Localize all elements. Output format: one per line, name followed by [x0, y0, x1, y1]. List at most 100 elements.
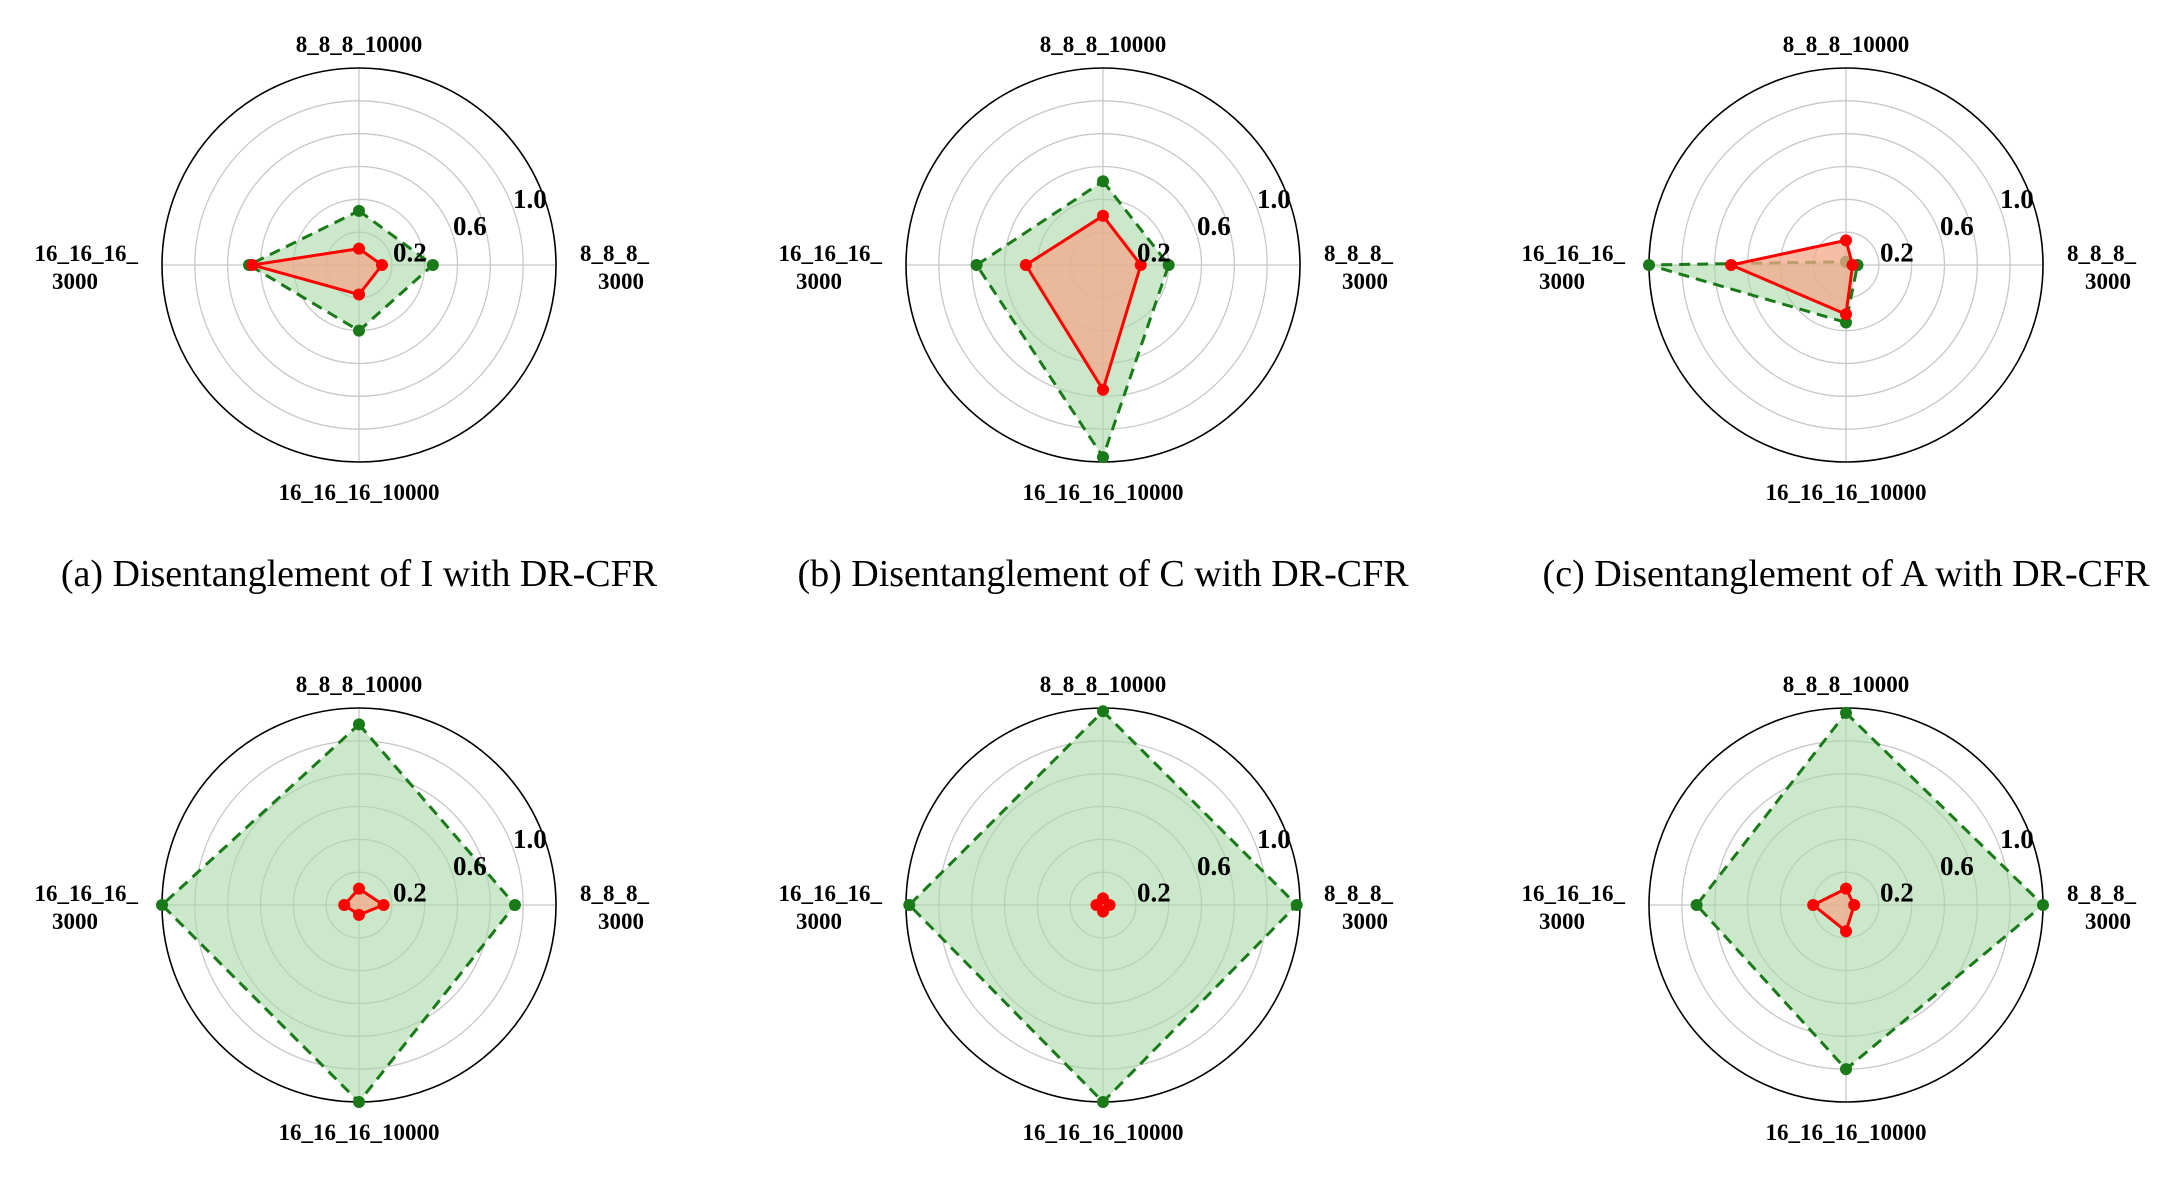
series-2-point: [375, 259, 388, 271]
panel-caption: (c) Disentanglement of A with DR-CFR: [1543, 553, 2151, 595]
r-tick-label: 0.2: [1880, 238, 1914, 268]
series-2-point: [1090, 899, 1103, 911]
axis-label: 16_16_16_ 3000: [35, 241, 139, 294]
axis-label: 16_16_16_ 3000: [779, 881, 883, 934]
r-tick-label: 1.0: [2000, 824, 2034, 854]
axis-label: 8_8_8_ 3000: [1324, 881, 1394, 934]
axis-label: 8_8_8_10000: [1040, 672, 1167, 697]
series-2-point: [1840, 925, 1852, 938]
series-1-point: [353, 1096, 365, 1108]
series-1-point: [1290, 899, 1303, 911]
axis-label: 8_8_8_ 3000: [1324, 241, 1394, 294]
series-1-point: [353, 718, 365, 731]
series-2-point: [1725, 259, 1738, 271]
r-tick-label: 0.2: [1137, 238, 1171, 268]
series-area-1: [1696, 712, 2043, 1070]
series-2-point: [353, 882, 365, 895]
axis-label: 8_8_8_ 3000: [2067, 241, 2137, 294]
series-2-point: [353, 288, 365, 301]
series-2-point: [1840, 882, 1852, 895]
series-1-point: [1690, 899, 1703, 911]
series-2-point: [1134, 259, 1147, 271]
r-tick-label: 1.0: [2000, 184, 2034, 214]
r-tick-label: 0.6: [453, 851, 487, 881]
radar-panel-4: 0.2 0.6 1.0 8_8_8_10000 8_8_8_ 3000 16_16_16_1…: [35, 672, 650, 1145]
series-area-1: [162, 724, 515, 1102]
radar-panel-6: 0.2 0.6 1.0 8_8_8_10000 8_8_8_ 3000 16_16_16_1…: [1522, 672, 2137, 1145]
series-1-point: [156, 899, 168, 911]
series-2-point: [1840, 234, 1852, 247]
series-2-point: [1807, 899, 1820, 911]
axis-label: 16_16_16_ 3000: [1522, 881, 1626, 934]
series-2-point: [1019, 259, 1032, 271]
series-1-point: [903, 899, 916, 911]
series-1-point: [353, 204, 365, 217]
series-1-point: [1097, 451, 1109, 464]
axis-label: 8_8_8_10000: [1040, 32, 1167, 57]
axis-label: 8_8_8_10000: [296, 32, 423, 57]
r-tick-label: 0.6: [1197, 211, 1231, 241]
axis-label: 16_16_16_ 3000: [779, 241, 883, 294]
r-tick-label: 1.0: [1257, 824, 1291, 854]
series-area-2: [1096, 898, 1110, 912]
radar-panel-2: 0.2 0.6 1.0 8_8_8_10000 8_8_8_ 3000 16_16_16_1…: [779, 32, 1410, 595]
axis-label: 16_16_16_10000: [1023, 480, 1184, 505]
r-tick-label: 0.6: [453, 211, 487, 241]
axis-label: 16_16_16_10000: [279, 480, 440, 505]
series-1-point: [2037, 899, 2049, 911]
axis-label: 16_16_16_10000: [279, 1120, 440, 1145]
series-2-point: [377, 899, 390, 911]
r-tick-label: 0.6: [1940, 851, 1974, 881]
axis-label: 16_16_16_ 3000: [1522, 241, 1626, 294]
panel-caption: (b) Disentanglement of C with DR-CFR: [797, 553, 1409, 595]
axis-label: 8_8_8_ 3000: [580, 881, 650, 934]
axis-label: 8_8_8_ 3000: [2067, 881, 2137, 934]
series-2-point: [1097, 209, 1109, 222]
series-1-point: [426, 259, 439, 271]
r-tick-label: 0.2: [1880, 878, 1914, 908]
series-1-point: [1162, 259, 1175, 271]
series-1-point: [1097, 175, 1109, 188]
axis-label: 8_8_8_ 3000: [580, 241, 650, 294]
series-2-point: [353, 242, 365, 255]
r-tick-label: 0.6: [1940, 211, 1974, 241]
radar-panel-1: 0.2 0.6 1.0 8_8_8_10000 8_8_8_ 3000 16_16_16_1…: [35, 32, 658, 595]
radar-panel-3: 0.2 0.6 1.0 8_8_8_10000 8_8_8_ 3000 16_16_16_1…: [1522, 32, 2151, 595]
r-tick-label: 0.2: [393, 238, 427, 268]
series-2-point: [1840, 308, 1852, 321]
series-1-point: [1643, 259, 1655, 271]
axis-label: 16_16_16_10000: [1023, 1120, 1184, 1145]
series-2-point: [246, 259, 259, 271]
r-tick-label: 1.0: [513, 184, 547, 214]
series-1-point: [970, 259, 983, 271]
series-1-point: [1840, 706, 1852, 719]
series-2-point: [1848, 899, 1861, 911]
r-tick-label: 0.2: [393, 878, 427, 908]
series-1-point: [353, 324, 365, 337]
axis-label: 16_16_16_ 3000: [35, 881, 139, 934]
series-area-2: [1025, 215, 1141, 390]
r-tick-label: 1.0: [1257, 184, 1291, 214]
axis-label: 16_16_16_10000: [1766, 1120, 1927, 1145]
radar-charts-group: 0.2 0.6 1.0 8_8_8_10000 8_8_8_ 3000 16_16_16_1…: [35, 32, 2151, 1145]
axis-label: 16_16_16_10000: [1766, 480, 1927, 505]
series-1-point: [508, 899, 521, 911]
outer-ring: [161, 67, 557, 463]
series-1-point: [1840, 316, 1852, 329]
series-1-point: [1097, 705, 1109, 718]
series-2-point: [1846, 259, 1859, 271]
r-tick-label: 1.0: [513, 824, 547, 854]
radar-panel-5: 0.2 0.6 1.0 8_8_8_10000 8_8_8_ 3000 16_16_16_1…: [779, 672, 1394, 1145]
series-area-2: [1813, 888, 1855, 932]
series-2-point: [353, 908, 365, 921]
axis-label: 8_8_8_10000: [296, 672, 423, 697]
series-1-point: [1097, 1096, 1109, 1108]
r-tick-label: 0.2: [1137, 878, 1171, 908]
axis-label: 8_8_8_10000: [1783, 32, 1910, 57]
series-2-point: [1097, 383, 1109, 396]
panel-caption: (a) Disentanglement of I with DR-CFR: [61, 553, 658, 595]
series-2-point: [338, 899, 351, 911]
r-tick-label: 0.6: [1197, 851, 1231, 881]
series-1-point: [1840, 1063, 1852, 1076]
